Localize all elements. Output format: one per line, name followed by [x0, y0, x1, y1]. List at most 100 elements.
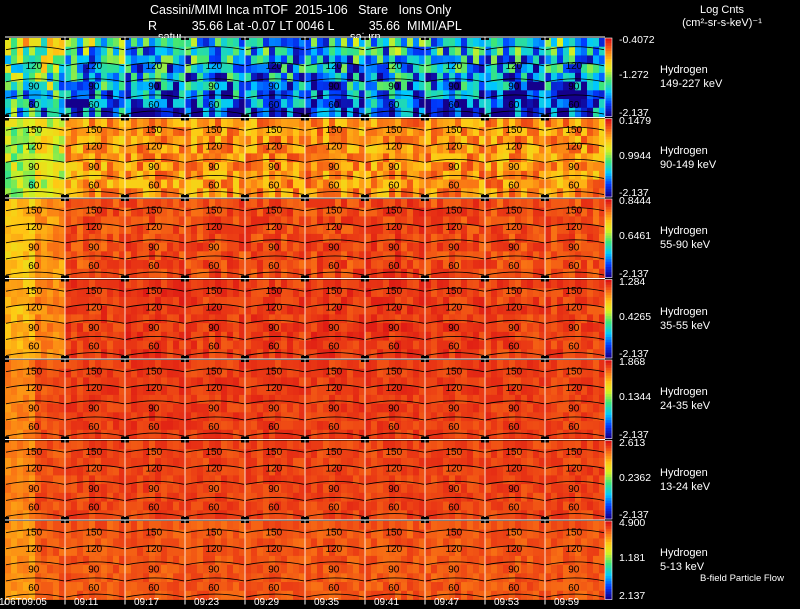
heat-cell [209, 188, 216, 198]
heat-cell [299, 421, 306, 431]
heat-cell [479, 216, 486, 226]
contour-label: 60 [388, 100, 400, 111]
colorbar-segment [605, 204, 612, 208]
heat-cell [293, 323, 300, 333]
heat-cell [125, 38, 132, 48]
heat-cell [281, 64, 288, 74]
heat-cell [221, 340, 228, 350]
heat-cell [407, 170, 414, 180]
heat-cell [125, 242, 132, 252]
heat-cell [533, 179, 540, 189]
heat-cell [329, 81, 336, 91]
heat-cell [293, 340, 300, 350]
heat-cell [89, 135, 96, 146]
heat-cell [359, 216, 366, 226]
contour-label: 120 [25, 222, 42, 233]
heat-cell [377, 90, 384, 100]
heat-cell [209, 118, 216, 128]
heat-cell [437, 386, 444, 396]
heat-cell [371, 305, 378, 315]
heat-cell [233, 360, 240, 370]
heat-cell [77, 421, 84, 431]
heat-cell [527, 225, 534, 235]
heat-cell [287, 421, 294, 431]
heat-cell [167, 340, 174, 350]
heat-cell [119, 251, 126, 261]
heat-cell [581, 55, 588, 65]
heat-cell [257, 314, 264, 324]
contour-label: 90 [268, 81, 280, 92]
heat-cell [491, 323, 498, 333]
heat-cell [287, 55, 294, 65]
heat-cell [473, 81, 480, 91]
heat-cell [383, 107, 390, 117]
colorbar-segment [605, 72, 612, 76]
heat-cell [47, 403, 54, 413]
heat-cell [413, 64, 420, 74]
colorbar-segment [605, 64, 612, 68]
heat-cell [599, 118, 606, 128]
heat-cell [71, 251, 78, 261]
heat-cell [551, 170, 558, 180]
colorbar-segment [605, 126, 612, 130]
heat-cell [551, 279, 558, 289]
heat-cell [287, 64, 294, 74]
heat-cell [131, 377, 138, 387]
heat-cell [23, 99, 30, 109]
heat-cell [11, 331, 18, 341]
heat-cell [197, 340, 204, 350]
heat-cell [245, 242, 252, 252]
heat-cell [491, 260, 498, 270]
heat-cell [413, 38, 420, 48]
heat-cell [281, 429, 288, 439]
colorbar-segment [605, 261, 612, 265]
heat-cell [437, 81, 444, 91]
heat-cell [533, 46, 540, 56]
heat-cell [569, 99, 576, 109]
contour-label: 120 [85, 222, 102, 233]
heat-cell [479, 162, 486, 172]
heat-cell [101, 64, 108, 74]
heat-cell [137, 233, 144, 244]
contour-line [125, 78, 185, 83]
heat-cell [197, 144, 204, 154]
heat-cell [353, 386, 360, 396]
heat-cell [377, 46, 384, 56]
heat-cell [593, 135, 600, 146]
heat-cell [245, 296, 252, 307]
heat-cell [533, 251, 540, 261]
heat-cell [455, 72, 462, 83]
heat-cell [401, 349, 408, 359]
heat-cell [551, 162, 558, 172]
heat-cell [173, 99, 180, 109]
contour-line [5, 78, 65, 83]
contour-label: 60 [268, 422, 280, 433]
heat-cell [191, 99, 198, 109]
heat-cell [155, 188, 162, 198]
heat-cell [65, 207, 72, 217]
heat-cell [251, 305, 258, 315]
heat-cell [191, 170, 198, 180]
heat-cell [251, 360, 258, 370]
heat-cell [473, 403, 480, 413]
heat-cell [179, 323, 186, 333]
heat-cell [29, 162, 36, 172]
heat-cell [491, 99, 498, 109]
heat-cell [215, 153, 222, 163]
heat-cell [5, 72, 12, 83]
heat-cell [419, 368, 426, 378]
heat-cell [353, 403, 360, 413]
colorbar-segment [605, 183, 612, 187]
heat-cell [485, 377, 492, 387]
heat-cell [59, 260, 66, 270]
heat-cell [137, 162, 144, 172]
heat-cell [119, 135, 126, 146]
heat-cell [377, 107, 384, 117]
heat-cell [119, 340, 126, 350]
contour-label: 120 [385, 303, 402, 314]
heat-cell [197, 55, 204, 65]
colorbar-frame [604, 37, 613, 117]
heat-cell [65, 170, 72, 180]
heat-cell [581, 153, 588, 163]
heat-cell [239, 64, 246, 74]
